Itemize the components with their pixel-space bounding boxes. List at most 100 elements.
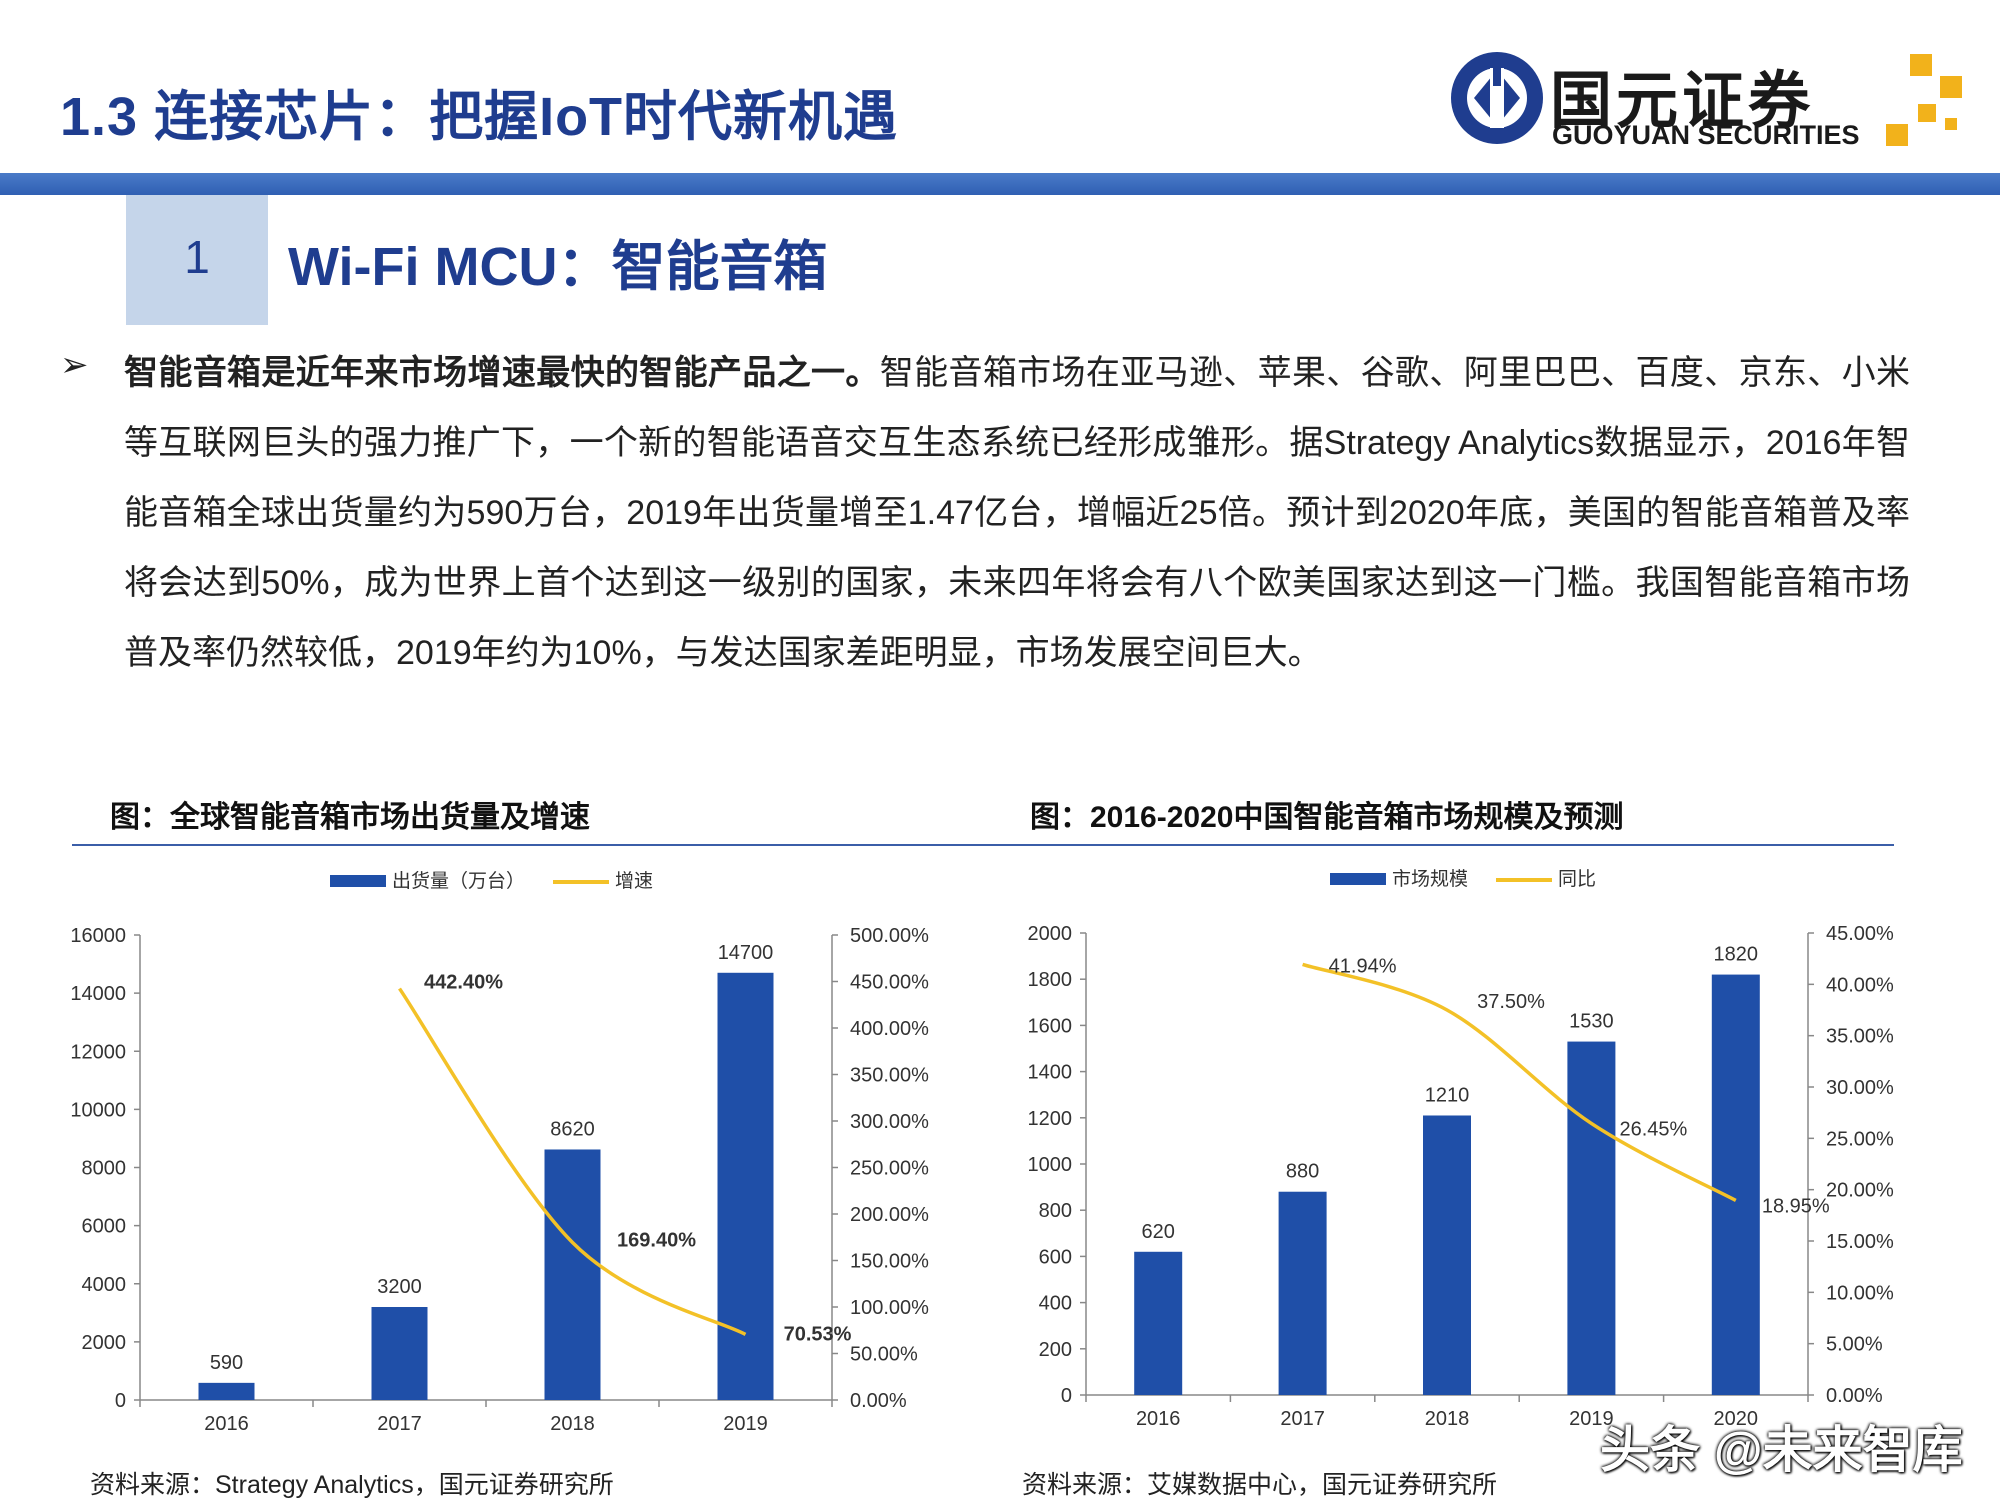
line-data-label: 41.94% — [1329, 955, 1397, 977]
y-right-tick-label: 40.00% — [1826, 974, 1894, 996]
y-right-tick-label: 25.00% — [1826, 1128, 1894, 1150]
y-left-tick-label: 14000 — [70, 983, 126, 1005]
page-title: 1.3 连接芯片：把握IoT时代新机遇 — [60, 87, 899, 147]
y-right-tick-label: 450.00% — [850, 972, 929, 994]
x-tick-label: 2019 — [723, 1413, 768, 1435]
watermark-text: 头条 @未来智库 — [1600, 1422, 1963, 1478]
y-left-tick-label: 1600 — [1028, 1015, 1073, 1037]
bar — [1134, 1251, 1183, 1395]
growth-line — [398, 987, 747, 1336]
y-right-tick-label: 100.00% — [850, 1297, 929, 1319]
bar-data-label: 8620 — [550, 1118, 595, 1140]
bar-data-label: 1210 — [1425, 1084, 1470, 1106]
body-paragraph: 智能音箱是近年来市场增速最快的智能产品之一。智能音箱市场在亚马逊、苹果、谷歌、阿… — [124, 338, 1910, 688]
y-right-tick-label: 500.00% — [850, 925, 929, 947]
bar-data-label: 620 — [1142, 1221, 1175, 1243]
x-tick-label: 2018 — [1425, 1408, 1470, 1430]
y-left-tick-label: 200 — [1039, 1339, 1072, 1361]
bar-data-label: 1530 — [1569, 1011, 1614, 1033]
line-data-label: 442.40% — [424, 972, 503, 994]
x-tick-label: 2017 — [1280, 1408, 1325, 1430]
y-left-tick-label: 1400 — [1028, 1062, 1073, 1084]
china-market-size-chart: 市场规模 同比 0 200 400 600 800 1000 1200 1400 1600 1800 2… — [1028, 868, 1895, 1430]
x-tick-label: 2017 — [377, 1413, 422, 1435]
section-number: 1 — [184, 231, 210, 283]
source-note-right: 资料来源：艾媒数据中心，国元证券研究所 — [1022, 1471, 1498, 1499]
y-right-tick-label: 250.00% — [850, 1158, 929, 1180]
y-right-tick-label: 50.00% — [850, 1344, 918, 1366]
y-left-tick-label: 600 — [1039, 1246, 1072, 1268]
legend-line-label: 增速 — [615, 870, 653, 892]
y-right-tick-label: 35.00% — [1826, 1026, 1894, 1048]
x-tick-label: 2019 — [1569, 1408, 1614, 1430]
bar — [1711, 974, 1760, 1395]
bar-data-label: 590 — [210, 1352, 243, 1374]
y-left-tick-label: 400 — [1039, 1293, 1072, 1315]
chart-caption-right: 图：2016-2020中国智能音箱市场规模及预测 — [1030, 801, 1624, 834]
bar — [717, 972, 774, 1400]
source-note-left: 资料来源：Strategy Analytics，国元证券研究所 — [90, 1471, 614, 1499]
line-data-label: 26.45% — [1619, 1118, 1687, 1140]
logo-emblem-icon — [1451, 52, 1543, 144]
y-right-tick-label: 350.00% — [850, 1065, 929, 1087]
y-right-tick-label: 10.00% — [1826, 1282, 1894, 1304]
line-data-label: 70.53% — [784, 1323, 852, 1345]
logo-text-cn: 国元证券 — [1550, 67, 1815, 136]
x-tick-label: 2018 — [550, 1413, 595, 1435]
bar — [544, 1149, 601, 1400]
legend-bar-swatch — [330, 875, 386, 887]
logo-gold-squares-icon — [1886, 54, 1962, 146]
line-data-label: 37.50% — [1477, 991, 1545, 1013]
bullet-arrow-icon: ➢ — [60, 346, 89, 384]
bar — [198, 1382, 255, 1400]
section-number-box — [126, 195, 268, 325]
header-divider-bar — [0, 173, 2000, 195]
line-data-label: 18.95% — [1762, 1195, 1830, 1217]
section-title: Wi-Fi MCU：智能音箱 — [288, 237, 828, 297]
logo-text-en: GUOYUAN SECURITIES — [1552, 120, 1860, 150]
y-right-tick-label: 15.00% — [1826, 1231, 1894, 1253]
y-right-tick-label: 0.00% — [1826, 1385, 1883, 1407]
y-right-tick-label: 5.00% — [1826, 1334, 1883, 1356]
y-left-tick-label: 1800 — [1028, 969, 1073, 991]
y-left-tick-label: 0 — [115, 1390, 126, 1412]
y-left-tick-label: 2000 — [82, 1332, 127, 1354]
bar — [1567, 1041, 1616, 1395]
legend-bar-swatch — [1330, 873, 1386, 885]
y-right-tick-label: 400.00% — [850, 1018, 929, 1040]
paragraph-body: 智能音箱市场在亚马逊、苹果、谷歌、阿里巴巴、百度、京东、小米等互联网巨头的强力推… — [124, 354, 1910, 672]
chart-caption-left: 图：全球智能音箱市场出货量及增速 — [110, 801, 590, 834]
y-left-tick-label: 6000 — [82, 1216, 127, 1238]
growth-line — [1302, 962, 1737, 1202]
y-right-tick-label: 45.00% — [1826, 923, 1894, 945]
bar — [1278, 1191, 1327, 1395]
bar-data-label: 14700 — [718, 942, 774, 964]
y-right-tick-label: 30.00% — [1826, 1077, 1894, 1099]
bar-data-label: 1820 — [1714, 944, 1759, 966]
y-left-tick-label: 12000 — [70, 1041, 126, 1063]
y-left-tick-label: 1000 — [1028, 1154, 1073, 1176]
bar-data-label: 880 — [1286, 1161, 1319, 1183]
guoyuan-logo — [1451, 52, 1962, 146]
legend-bar-label: 出货量（万台） — [392, 870, 525, 892]
legend-bar-label: 市场规模 — [1392, 868, 1468, 890]
y-left-tick-label: 16000 — [70, 925, 126, 947]
y-right-tick-label: 150.00% — [850, 1251, 929, 1273]
y-right-tick-label: 0.00% — [850, 1390, 907, 1412]
legend-line-label: 同比 — [1558, 868, 1596, 890]
y-left-tick-label: 1200 — [1028, 1108, 1073, 1130]
line-data-label: 169.40% — [617, 1229, 696, 1251]
x-tick-label: 2016 — [1136, 1408, 1181, 1430]
y-right-tick-label: 300.00% — [850, 1111, 929, 1133]
y-right-tick-label: 20.00% — [1826, 1180, 1894, 1202]
x-tick-label: 2016 — [204, 1413, 249, 1435]
paragraph-lead: 智能音箱是近年来市场增速最快的智能产品之一。 — [124, 354, 880, 392]
global-shipments-chart: 出货量（万台） 增速 0 2000 4000 6000 8000 10000 12000 1400… — [70, 870, 929, 1435]
y-left-tick-label: 800 — [1039, 1200, 1072, 1222]
y-left-tick-label: 2000 — [1028, 923, 1073, 945]
y-right-tick-label: 200.00% — [850, 1204, 929, 1226]
y-left-tick-label: 4000 — [82, 1274, 127, 1296]
bar — [1423, 1115, 1471, 1395]
caption-divider-line — [72, 844, 1894, 846]
x-tick-label: 2020 — [1714, 1408, 1759, 1430]
